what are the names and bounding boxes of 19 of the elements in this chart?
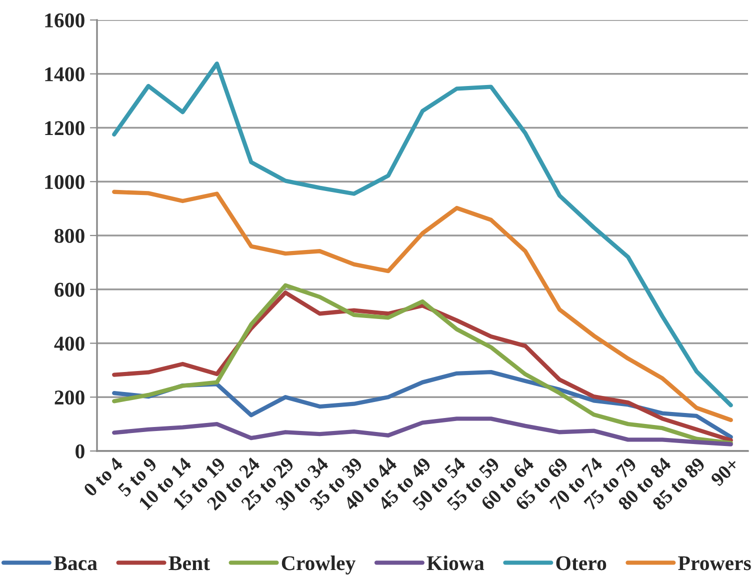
y-tick-label: 1000	[45, 175, 84, 190]
x-tick-label: 90+	[710, 456, 740, 487]
legend-label: Bent	[168, 556, 210, 570]
line-series	[112, 416, 733, 446]
y-tick-label: 1600	[45, 13, 84, 28]
legend-label: Prowers	[678, 556, 751, 570]
legend-label: Otero	[556, 556, 606, 570]
y-tick-label: 200	[54, 390, 84, 405]
y-tick-label: 600	[54, 282, 84, 297]
line-series	[112, 62, 733, 408]
line-series	[112, 190, 733, 422]
y-tick-label: 800	[54, 228, 84, 243]
y-tick-label: 1400	[45, 67, 84, 82]
y-tick-label: 400	[54, 336, 84, 351]
y-tick-label: 1200	[45, 121, 84, 136]
y-tick-label: 0	[76, 444, 84, 458]
legend-label: Baca	[54, 556, 98, 570]
legend-label: Kiowa	[426, 556, 484, 570]
legend-label: Crowley	[282, 556, 356, 574]
